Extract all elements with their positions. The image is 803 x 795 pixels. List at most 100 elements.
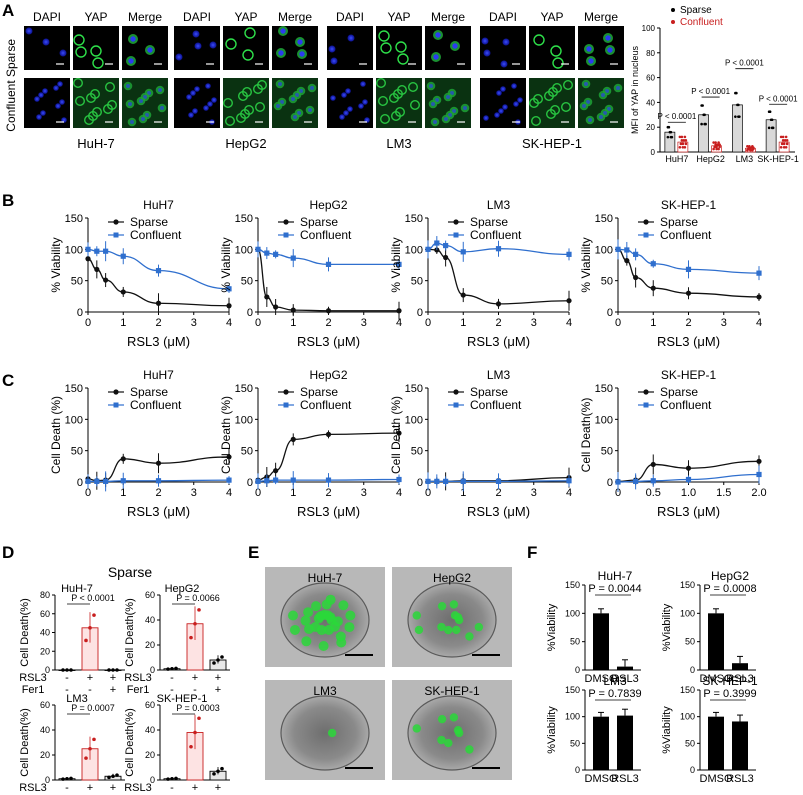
nucleus-dot bbox=[209, 41, 217, 49]
legend-confluent-marker bbox=[113, 402, 119, 408]
x-axis-label: RSL3 (μM) bbox=[297, 334, 360, 349]
data-point-confluent bbox=[396, 261, 402, 267]
rsl3-sign: + bbox=[110, 782, 116, 794]
data-point-confluent bbox=[103, 248, 109, 254]
legend-sparse: Sparse bbox=[300, 385, 338, 399]
nucleus-dot bbox=[498, 108, 504, 114]
x-tick-label: 1 bbox=[290, 317, 296, 329]
data-point-confluent bbox=[566, 478, 572, 484]
x-tick-label: 0 bbox=[255, 317, 261, 329]
y-tick-label: 150 bbox=[65, 213, 83, 225]
x-tick-label: RSL3 bbox=[611, 773, 639, 785]
data-point-confluent bbox=[120, 478, 126, 484]
data-point-sparse bbox=[273, 304, 279, 310]
replicate-dot bbox=[115, 668, 119, 672]
legend-sparse: Sparse bbox=[470, 385, 508, 399]
x-tick-label: 2 bbox=[155, 487, 161, 499]
micro-tile bbox=[24, 26, 70, 70]
y-axis-label: Cell Death (%) bbox=[389, 396, 403, 474]
nucleus-dot bbox=[55, 103, 61, 109]
chart-B-HuH7: 0 50 100 150 0 1 2 3 4 HuH7 % Viability RSL3 (μM) Sp… bbox=[49, 198, 232, 349]
merge-nucleus bbox=[435, 32, 441, 38]
y-tick-label: 0 bbox=[247, 307, 253, 319]
x-tick-label: 0 bbox=[615, 317, 621, 329]
merge-nucleus bbox=[293, 115, 297, 119]
chart-C-SK-HEP-1: 0 50 100 150 0 0.5 1.0 1.5 2.0 SK-HEP-1 Cell Death… bbox=[579, 368, 767, 519]
x-axis-label: RSL3 (μM) bbox=[657, 334, 720, 349]
ferroptosis-signal bbox=[289, 624, 300, 635]
cell-line-label: HepG2 bbox=[225, 136, 266, 151]
nucleus-dot bbox=[192, 108, 198, 114]
ferroptosis-signal bbox=[449, 713, 459, 722]
data-point-sparse bbox=[460, 292, 466, 298]
data-point-confluent bbox=[120, 253, 126, 259]
y-tick-label: 0 bbox=[417, 307, 423, 319]
spheroid-0: HuH-7 bbox=[265, 567, 385, 667]
x-tick-label: 3 bbox=[531, 487, 537, 499]
y-tick-label: 50 bbox=[71, 446, 83, 458]
replicate-dot bbox=[69, 776, 73, 781]
y-tick-label: 50 bbox=[685, 738, 695, 748]
data-point-sparse bbox=[495, 301, 502, 307]
replicate-dot bbox=[92, 613, 96, 617]
rsl3-sign: + bbox=[192, 782, 198, 794]
x-axis-label: RSL3 (μM) bbox=[297, 504, 360, 519]
x-tick-label: 2 bbox=[155, 317, 161, 329]
x-tick-label: 0 bbox=[425, 317, 431, 329]
y-tick-label: 0 bbox=[45, 775, 50, 785]
replicate-dot bbox=[61, 777, 65, 781]
data-point-sparse bbox=[633, 274, 639, 281]
p-value: P = 0.7839 bbox=[588, 688, 641, 700]
microscopy-grid: DAPI YAP Merge HuH-7 DAPI YAP Merge HepG2 DAPI YA… bbox=[24, 10, 624, 151]
dot-confluent bbox=[715, 147, 718, 151]
y-tick-label: 0 bbox=[575, 665, 580, 675]
merge-nucleus bbox=[452, 43, 458, 49]
replicate-dot bbox=[189, 744, 193, 749]
y-tick-label: 100 bbox=[235, 244, 253, 256]
y-tick-label: 0 bbox=[150, 775, 155, 785]
y-tick-label: 0 bbox=[690, 765, 695, 775]
replicate-dot bbox=[61, 668, 65, 672]
dot-confluent bbox=[712, 147, 715, 151]
y-tick-label: 100 bbox=[405, 414, 423, 426]
nucleus-dot bbox=[59, 49, 67, 57]
data-point-confluent bbox=[624, 247, 630, 253]
yap-cell bbox=[550, 45, 562, 57]
yap-mfi-chart: 0 20 40 60 80 100 MFI of YAP in nucleus SparseC… bbox=[630, 5, 799, 164]
ferroptosis-signal bbox=[437, 714, 447, 724]
legend-confluent: Confluent bbox=[660, 398, 712, 412]
data-point-confluent bbox=[85, 246, 91, 252]
ferroptosis-signal bbox=[318, 640, 329, 651]
data-point-confluent bbox=[443, 478, 449, 484]
legend-confluent: Confluent bbox=[470, 228, 522, 242]
ferroptosis-signal bbox=[325, 594, 336, 605]
ferroptosis-signal bbox=[345, 610, 356, 621]
x-tick-label: DMSO bbox=[700, 673, 733, 685]
confluent-overlay bbox=[122, 78, 168, 128]
x-tick-label: 1 bbox=[460, 317, 466, 329]
nucleus-dot bbox=[34, 96, 40, 102]
p-value: P = 0.0008 bbox=[703, 583, 756, 595]
data-point-sparse bbox=[443, 254, 449, 261]
ferroptosis-signal bbox=[444, 738, 453, 748]
ferroptosis-signal bbox=[444, 625, 453, 635]
y-tick-label: 50 bbox=[570, 637, 580, 647]
data-point-confluent bbox=[290, 255, 296, 261]
replicate-dot bbox=[166, 667, 170, 671]
channel-label: Merge bbox=[431, 10, 465, 24]
nucleus-dot bbox=[57, 81, 63, 87]
cell-line-label: SK-HEP-1 bbox=[522, 136, 582, 151]
y-tick-label: 0 bbox=[77, 477, 83, 489]
y-tick-label: 20 bbox=[40, 750, 50, 760]
y-tick-label: 0 bbox=[607, 477, 613, 489]
legend-confluent: Confluent bbox=[300, 398, 352, 412]
x-tick-label: 3 bbox=[191, 317, 197, 329]
x-tick-label: 0 bbox=[85, 317, 91, 329]
dot-confluent bbox=[678, 145, 682, 149]
nucleus-dot bbox=[513, 101, 519, 107]
ferroptosis-signal bbox=[452, 625, 461, 635]
dot-confluent bbox=[784, 135, 788, 139]
dot-confluent bbox=[684, 139, 688, 142]
